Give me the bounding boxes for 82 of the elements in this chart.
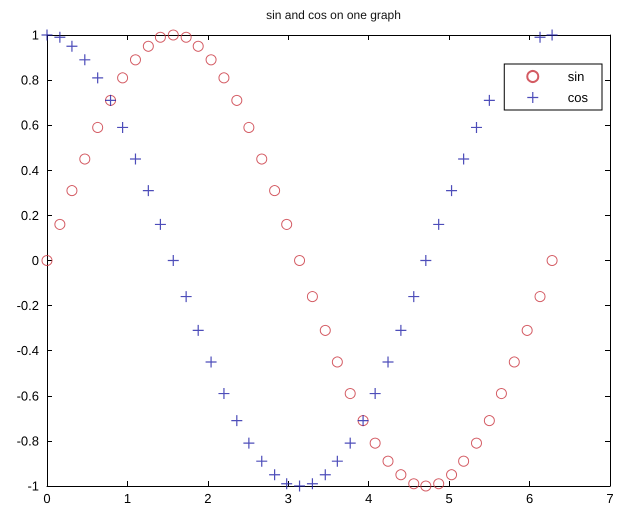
point — [180, 32, 192, 43]
point — [458, 456, 470, 467]
y-tick-label: -1 — [27, 478, 39, 494]
point — [154, 32, 166, 43]
x-tick-label: 5 — [446, 491, 453, 506]
x-tick-label: 4 — [365, 491, 372, 506]
point — [320, 324, 331, 336]
point — [408, 478, 420, 490]
point — [382, 456, 394, 467]
x-tick-label: 2 — [204, 491, 212, 506]
y-tick-label: -0.2 — [16, 298, 39, 314]
y-tick-label: -0.8 — [16, 433, 39, 448]
point — [192, 324, 204, 336]
point — [546, 255, 558, 266]
point — [168, 30, 179, 40]
point — [344, 388, 356, 400]
point — [370, 388, 381, 400]
point — [420, 480, 432, 492]
point — [534, 291, 546, 302]
point — [243, 122, 254, 133]
point — [142, 185, 154, 196]
point — [54, 218, 66, 230]
y-tick-label: -0.4 — [16, 343, 39, 358]
x-tick-label: 1 — [124, 491, 132, 506]
x-tick-label: 6 — [526, 491, 534, 506]
chart-title: sin and cos on one graph — [266, 8, 401, 22]
point — [168, 255, 179, 266]
point — [117, 72, 128, 84]
point — [243, 438, 254, 449]
point — [471, 438, 482, 449]
point — [66, 40, 78, 52]
y-tick-label: 0.6 — [20, 118, 39, 133]
y-tick-label: -0.6 — [16, 388, 39, 404]
point — [534, 32, 546, 43]
legend-label: cos — [568, 90, 588, 105]
x-tick-label: 7 — [606, 491, 614, 506]
point — [294, 255, 306, 266]
point — [269, 469, 280, 480]
point — [92, 122, 104, 133]
point — [433, 478, 444, 490]
point — [92, 72, 104, 84]
point — [206, 54, 217, 66]
point — [344, 438, 356, 449]
point — [281, 218, 292, 230]
point — [496, 388, 507, 400]
point — [370, 438, 381, 449]
point — [320, 469, 331, 480]
y-tick-label: 1 — [32, 28, 39, 42]
point — [79, 54, 90, 66]
point — [306, 291, 318, 302]
point — [269, 185, 280, 196]
point — [79, 154, 90, 165]
point — [508, 356, 520, 368]
point — [420, 255, 432, 266]
point — [142, 40, 154, 52]
point — [306, 478, 318, 490]
point — [446, 469, 458, 480]
point — [42, 255, 52, 266]
point — [522, 324, 533, 336]
point — [54, 32, 66, 43]
point — [256, 154, 268, 165]
x-tick-label: 3 — [284, 491, 292, 506]
point — [281, 478, 292, 490]
y-tick-label: 0.2 — [20, 208, 39, 223]
x-tick-label: 0 — [43, 491, 51, 506]
point — [433, 218, 444, 230]
point — [130, 54, 141, 66]
legend-label: sin — [568, 69, 584, 84]
point — [218, 72, 230, 84]
point — [332, 456, 343, 467]
point — [231, 415, 242, 426]
point — [231, 94, 242, 106]
point — [332, 356, 343, 368]
point — [484, 415, 495, 426]
point — [256, 456, 268, 467]
point — [395, 469, 406, 480]
y-tick-label: 0.4 — [20, 162, 39, 178]
point — [192, 40, 204, 52]
y-tick-label: 0.8 — [20, 72, 39, 88]
point — [408, 291, 420, 302]
point — [66, 185, 78, 196]
y-tick-label: 0 — [32, 253, 39, 268]
